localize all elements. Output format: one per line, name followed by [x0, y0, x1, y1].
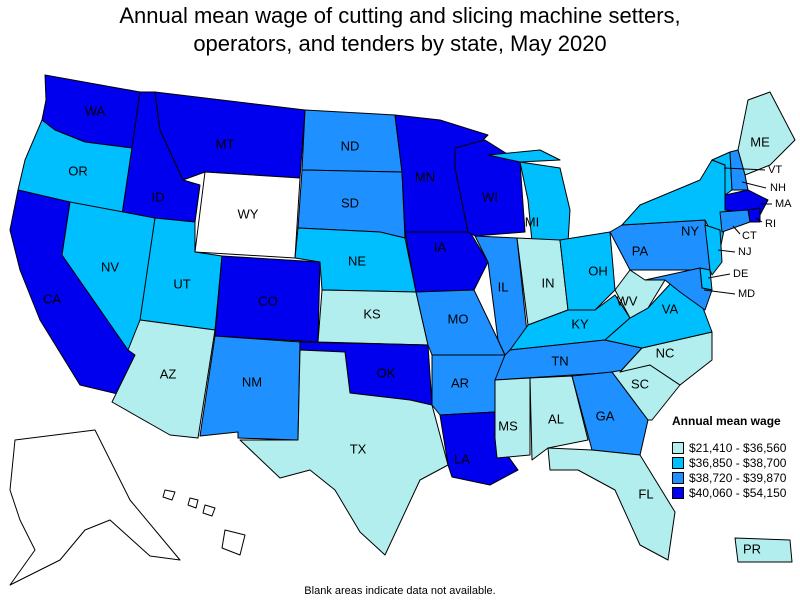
state-fl — [547, 447, 676, 561]
state-label-wy: WY — [238, 206, 259, 221]
map-title-line-2: operators, and tenders by state, May 202… — [193, 31, 607, 56]
state-label-ms: MS — [498, 418, 518, 433]
legend-swatch — [672, 486, 684, 499]
state-label-ri: RI — [765, 218, 776, 230]
legend-item: $21,410 - $36,560 — [672, 440, 786, 455]
state-hi — [162, 489, 246, 556]
state-label-de: DE — [733, 268, 748, 280]
state-label-la: LA — [454, 451, 470, 466]
state-label-va: VA — [662, 301, 679, 316]
state-label-nj: NJ — [738, 246, 751, 258]
leader-line-nj — [717, 249, 736, 253]
state-md — [644, 267, 713, 311]
map-title: Annual mean wage of cutting and slicing … — [0, 2, 800, 58]
state-tx — [239, 349, 449, 556]
state-label-mn: MN — [415, 169, 435, 184]
state-label-mt: MT — [216, 136, 235, 151]
state-label-ca: CA — [43, 291, 61, 306]
legend-label: $38,720 - $39,870 — [689, 470, 787, 485]
state-label-nv: NV — [101, 259, 119, 274]
state-label-az: AZ — [160, 366, 177, 381]
state-nj — [704, 224, 723, 276]
state-label-nd: ND — [341, 138, 360, 153]
state-label-nc: NC — [656, 345, 675, 360]
state-label-sc: SC — [631, 376, 649, 391]
legend-item: $40,060 - $54,150 — [672, 485, 786, 500]
state-label-nm: NM — [242, 374, 262, 389]
state-label-or: OR — [68, 163, 88, 178]
state-label-al: AL — [548, 411, 564, 426]
state-az — [111, 319, 216, 439]
leader-line-vt — [723, 167, 766, 171]
legend-title: Annual mean wage — [672, 414, 781, 428]
state-label-ct: CT — [742, 230, 757, 242]
legend-label: $40,060 - $54,150 — [689, 485, 787, 500]
legend-swatch — [672, 441, 684, 454]
state-label-wa: WA — [85, 103, 106, 118]
state-label-tn: TN — [551, 353, 568, 368]
state-label-ar: AR — [451, 375, 469, 390]
state-label-mi: MI — [525, 214, 539, 229]
state-label-pr: PR — [743, 541, 761, 556]
state-label-ut: UT — [173, 276, 190, 291]
state-label-sd: SD — [341, 195, 359, 210]
state-label-ks: KS — [363, 306, 381, 321]
state-ms — [494, 377, 531, 459]
leader-line-ri — [755, 217, 763, 223]
state-ct — [719, 209, 751, 233]
state-label-il: IL — [498, 279, 509, 294]
state-ia — [404, 231, 489, 293]
state-label-ky: KY — [571, 316, 589, 331]
state-label-vt: VT — [768, 164, 782, 176]
leader-line-de — [707, 273, 731, 279]
state-label-id: ID — [152, 189, 165, 204]
state-label-ma: MA — [775, 198, 792, 210]
state-label-ok: OK — [377, 365, 396, 380]
state-label-co: CO — [258, 293, 278, 308]
state-label-in: IN — [542, 275, 555, 290]
state-vt — [711, 151, 733, 196]
state-oh — [559, 231, 616, 311]
legend-label: $21,410 - $36,560 — [689, 440, 787, 455]
state-label-ia: IA — [434, 239, 447, 254]
legend-swatch — [672, 456, 684, 469]
state-ga — [571, 371, 649, 456]
state-label-pa: PA — [632, 243, 649, 258]
legend-item: $38,720 - $39,870 — [672, 470, 786, 485]
legend-item: $36,850 - $38,700 — [672, 455, 786, 470]
footnote: Blank areas indicate data not available. — [304, 585, 496, 597]
state-label-mo: MO — [448, 311, 469, 326]
legend: Annual mean wage $21,410 - $36,560 $36,85… — [672, 414, 786, 500]
state-ak — [9, 429, 181, 586]
state-label-me: ME — [750, 134, 770, 149]
state-label-ga: GA — [596, 408, 615, 423]
leader-line-ct — [732, 225, 741, 235]
state-al — [529, 375, 589, 461]
legend-label: $36,850 - $38,700 — [689, 455, 787, 470]
state-label-ne: NE — [348, 253, 366, 268]
legend-swatch — [672, 471, 684, 484]
leader-line-md — [703, 289, 736, 295]
state-label-wi: WI — [482, 189, 498, 204]
state-wi — [454, 139, 526, 237]
state-label-ny: NY — [681, 223, 699, 238]
map-title-line-1: Annual mean wage of cutting and slicing … — [119, 3, 681, 28]
state-label-fl: FL — [638, 486, 653, 501]
state-nh — [729, 149, 749, 191]
state-label-tx: TX — [350, 441, 367, 456]
state-label-md: MD — [738, 288, 755, 300]
state-pr — [734, 537, 793, 563]
leader-line-nh — [741, 181, 767, 189]
state-label-nh: NH — [770, 182, 786, 194]
state-label-oh: OH — [588, 263, 608, 278]
state-label-wv: WV — [617, 293, 638, 308]
